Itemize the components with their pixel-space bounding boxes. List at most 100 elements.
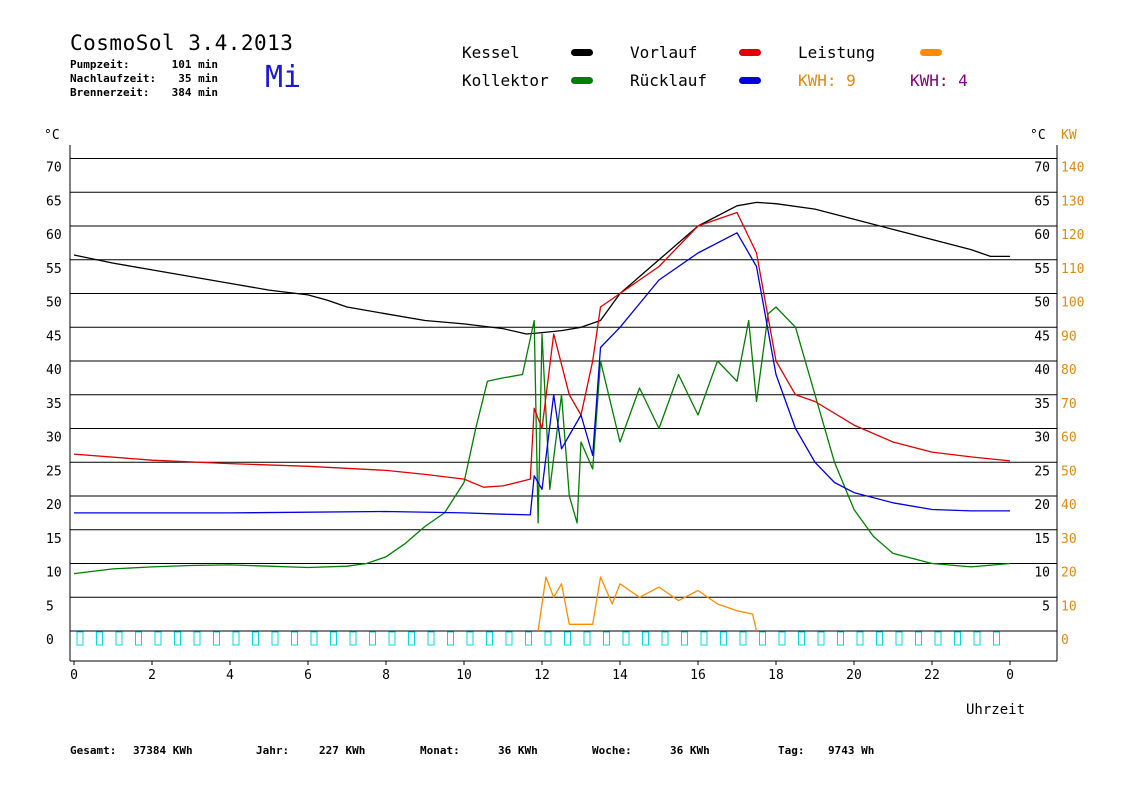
pump-marker [310, 631, 318, 646]
pump-marker [369, 631, 376, 646]
right-tick-label-kw: 20 [1061, 566, 1077, 581]
pump-marker [817, 631, 825, 646]
legend-vorlauf-swatch [739, 49, 761, 56]
legend-kessel-swatch [571, 49, 593, 56]
right-tick-label-c: 5 [1042, 599, 1050, 614]
nachlaufzeit-label: Nachlaufzeit: [70, 72, 157, 85]
legend-kwh-second: KWH: 4 [910, 71, 968, 90]
left-tick-label: 65 [46, 194, 62, 209]
pumpzeit-label: Pumpzeit: [70, 58, 130, 71]
weekday-label: Mi [265, 60, 302, 95]
pump-marker [856, 631, 864, 646]
footer-gesamt-value: 37384 KWh [133, 744, 193, 757]
right-tick-label-c: 50 [1034, 296, 1050, 311]
pump-marker [193, 631, 201, 646]
left-tick-label: 45 [46, 329, 62, 344]
pump-marker [603, 631, 610, 646]
footer-jahr-value: 227 KWh [319, 744, 366, 757]
footer-woche-label: Woche: [592, 744, 632, 757]
legend-ruecklauf-label: Rücklauf [630, 71, 708, 90]
right-tick-label-kw: 110 [1061, 262, 1084, 277]
right-tick-label-kw: 60 [1061, 431, 1077, 446]
x-tick-label: 8 [382, 668, 390, 683]
chart-series [73, 201, 1011, 632]
left-tick-label: 20 [46, 498, 62, 513]
x-tick-label: 14 [612, 668, 628, 683]
pump-marker [232, 631, 240, 646]
pump-marker [739, 631, 747, 646]
left-tick-label: 40 [46, 363, 62, 378]
pump-marker [447, 631, 454, 646]
pump-marker [798, 631, 805, 646]
pump-marker [330, 631, 337, 646]
pump-marker [115, 631, 123, 646]
footer-tag-label: Tag: [778, 744, 805, 757]
series-line-rcklauf [74, 232, 1010, 516]
pump-marker [583, 631, 591, 646]
pump-marker [135, 631, 142, 646]
x-tick-label: 12 [534, 668, 550, 683]
x-tick-label: 18 [768, 668, 784, 683]
right-tick-label-kw: 30 [1061, 532, 1077, 547]
brennerzeit-label: Brennerzeit: [70, 86, 150, 99]
right-tick-label-kw: 70 [1061, 397, 1077, 412]
right-tick-label-kw: 40 [1061, 498, 1077, 513]
pump-marker [291, 631, 298, 646]
pump-marker [973, 631, 981, 646]
pump-marker [661, 631, 669, 646]
legend-kwh-solar: KWH: 9 [798, 71, 856, 90]
pump-marker [934, 631, 942, 646]
series-line-leistung [537, 576, 758, 632]
pump-marker [388, 631, 396, 646]
pump-marker [564, 631, 571, 646]
right-tick-label-c: 25 [1034, 464, 1050, 479]
right-tick-label-c: 70 [1034, 161, 1050, 176]
footer-jahr-label: Jahr: [256, 744, 290, 757]
pump-marker [759, 631, 766, 646]
left-tick-label: 70 [46, 161, 62, 176]
left-tick-label: 25 [46, 464, 62, 479]
right-tick-label-c: 40 [1034, 363, 1050, 378]
pumpzeit-value: 101 min [171, 58, 218, 71]
pump-marker [915, 631, 922, 646]
left-tick-label: 0 [46, 633, 54, 648]
pump-marker [174, 631, 181, 646]
right-axis-unit-kw: KW [1061, 128, 1077, 143]
right-tick-label-c: 30 [1034, 431, 1050, 446]
right-axis-unit-c: °C [1030, 128, 1046, 143]
pump-marker [154, 631, 162, 646]
pump-marker [349, 631, 357, 646]
left-tick-label: 15 [46, 532, 62, 547]
x-tick-label: 10 [456, 668, 472, 683]
x-tick-label: 2 [148, 668, 156, 683]
left-tick-label: 35 [46, 397, 62, 412]
pump-marker [252, 631, 259, 646]
series-line-kollektor [73, 306, 1011, 575]
x-axis-label: Uhrzeit [966, 702, 1025, 718]
left-tick-label: 60 [46, 228, 62, 243]
pump-marker [525, 631, 532, 646]
pump-marker [96, 631, 103, 646]
pump-marker [486, 631, 493, 646]
right-tick-label-c: 35 [1034, 397, 1050, 412]
footer-monat-label: Monat: [420, 744, 460, 757]
legend-leistung-swatch [920, 49, 942, 56]
right-tick-label-kw: 100 [1061, 296, 1084, 311]
left-axis-unit: °C [44, 128, 60, 143]
pump-marker [76, 631, 84, 646]
pump-marker [408, 631, 415, 646]
pump-marker [895, 631, 903, 646]
right-tick-label-c: 15 [1034, 532, 1050, 547]
chart-grid [70, 158, 1057, 632]
chart-title: CosmoSol 3.4.2013 [70, 31, 294, 55]
pump-marker [213, 631, 220, 646]
right-tick-label-c: 10 [1034, 566, 1050, 581]
legend-leistung-label: Leistung [798, 43, 876, 62]
pump-marker [427, 631, 435, 646]
right-tick-label-kw: 50 [1061, 464, 1077, 479]
right-tick-label-c: 20 [1034, 498, 1050, 513]
pump-marker [837, 631, 844, 646]
pump-marker [271, 631, 279, 646]
nachlaufzeit-value: 35 min [178, 72, 218, 85]
